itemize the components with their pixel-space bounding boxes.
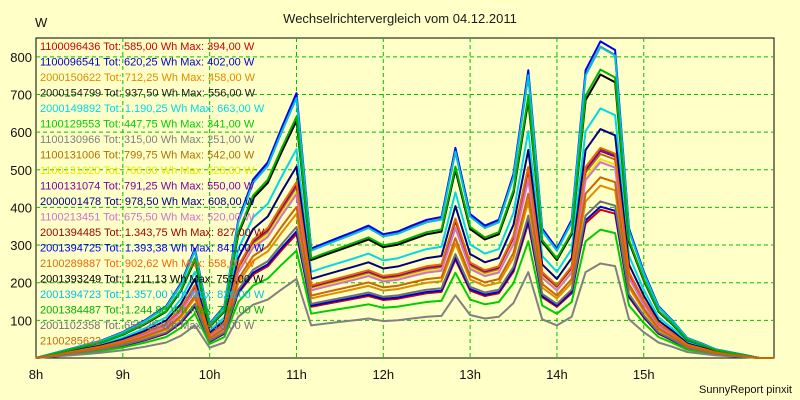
y-tick-label: 200 [10,276,32,291]
series-line-1100129553 [35,228,774,359]
legend-entry-1100096436: 1100096436 Tot: 585,00 Wh Max: 394,00 W [40,41,255,53]
series-line-2100289887 [35,146,774,359]
legend-entry-1100129553: 1100129553 Tot: 447,75 Wh Max: 341,00 W [40,119,255,131]
legend-entry-1100130966: 1100130966 Tot: 315,00 Wh Max: 251,00 W [40,134,255,146]
x-tick-label: 9h [116,367,130,382]
legend-entry-2000150622: 2000150622 Tot: 712,25 Wh Max: 458,00 W [40,72,256,84]
legend-entry-1100131020: 1100131020 Tot: 766,00 Wh Max: 528,00 W [40,165,255,177]
y-tick-label: 800 [10,50,32,65]
series-layer [35,40,774,359]
legend-entry-1100131006: 1100131006 Tot: 799,75 Wh Max: 542,00 W [40,150,255,162]
legend-entry-2000149892: 2000149892 Tot: 1.190,25 Wh Max: 663,00 … [40,103,265,115]
y-axis-label: W [35,15,48,30]
y-tick-label: 700 [10,87,32,102]
series-line-2000149892 [35,107,774,359]
series-line-2001102358 [35,200,774,359]
legend: 1100096436 Tot: 585,00 Wh Max: 394,00 W 1… [40,41,265,348]
x-tick-label: 12h [372,367,394,382]
x-tick-label: 14h [546,367,568,382]
x-tick-label: 10h [199,367,221,382]
legend-entry-2001384487: 2001384487 Tot: 1.244,88 Wh Max: 766,00 … [40,305,265,317]
legend-entry-1100131074: 1100131074 Tot: 791,25 Wh Max: 550,00 W [40,181,255,193]
y-tick-label: 100 [10,313,32,328]
series-line-2100285622 [35,176,774,359]
legend-entry-1100213451: 1100213451 Tot: 675,50 Wh Max: 520,00 W [40,212,255,224]
legend-entry-2100289887: 2100289887 Tot: 902,62 Wh Max: 558,00 W [40,258,256,270]
legend-entry-2001394485: 2001394485 Tot: 1.343,75 Wh Max: 827,00 … [40,227,265,239]
series-line-2001394723 [35,46,774,359]
x-tick-label: 8h [29,367,43,382]
chart-title: Wechselrichtervergleich vom 04.12.2011 [283,11,517,26]
y-tick-label: 600 [10,125,32,140]
legend-entry-2000154799: 2000154799 Tot: 937,50 Wh Max: 556,00 W [40,88,256,100]
legend-entry-2001394725: 2001394725 Tot: 1.393,38 Wh Max: 841,00 … [40,243,265,255]
series-line-2001384487 [35,68,774,359]
legend-entry-2100285622: 2100285622 [40,336,101,348]
y-tick-label: 500 [10,163,32,178]
x-tick-label: 13h [459,367,481,382]
legend-entry-2001102358: 2001102358 Tot: 655,25 Wh Max: 416,00 W [40,320,255,332]
series-line-1100130966 [35,262,774,359]
x-tick-labels: 8h 9h 10h 11h 12h 13h 14h 15h [29,367,655,382]
series-line-2000001478 [35,128,774,359]
legend-entry-2001394723: 2001394723 Tot: 1.357,00 Wh Max: 826,00 … [40,289,265,301]
legend-entry-2001393249: 2001393249 Tot: 1.211,13 Wh Max: 753,00 … [40,274,264,286]
footer-credit: SunnyReport pinxit [699,384,792,396]
y-tick-label: 300 [10,238,32,253]
x-tick-label: 11h [286,367,307,382]
x-tick-label: 15h [633,367,655,382]
y-tick-labels: 100 200 300 400 500 600 700 800 [10,50,32,329]
legend-entry-2000001478: 2000001478 Tot: 978,50 Wh Max: 608,00 W [40,196,256,208]
series-line-1100213451 [35,161,774,359]
legend-entry-1100096541: 1100096541 Tot: 620,25 Wh Max: 402,00 W [40,57,255,69]
y-tick-label: 400 [10,200,32,215]
